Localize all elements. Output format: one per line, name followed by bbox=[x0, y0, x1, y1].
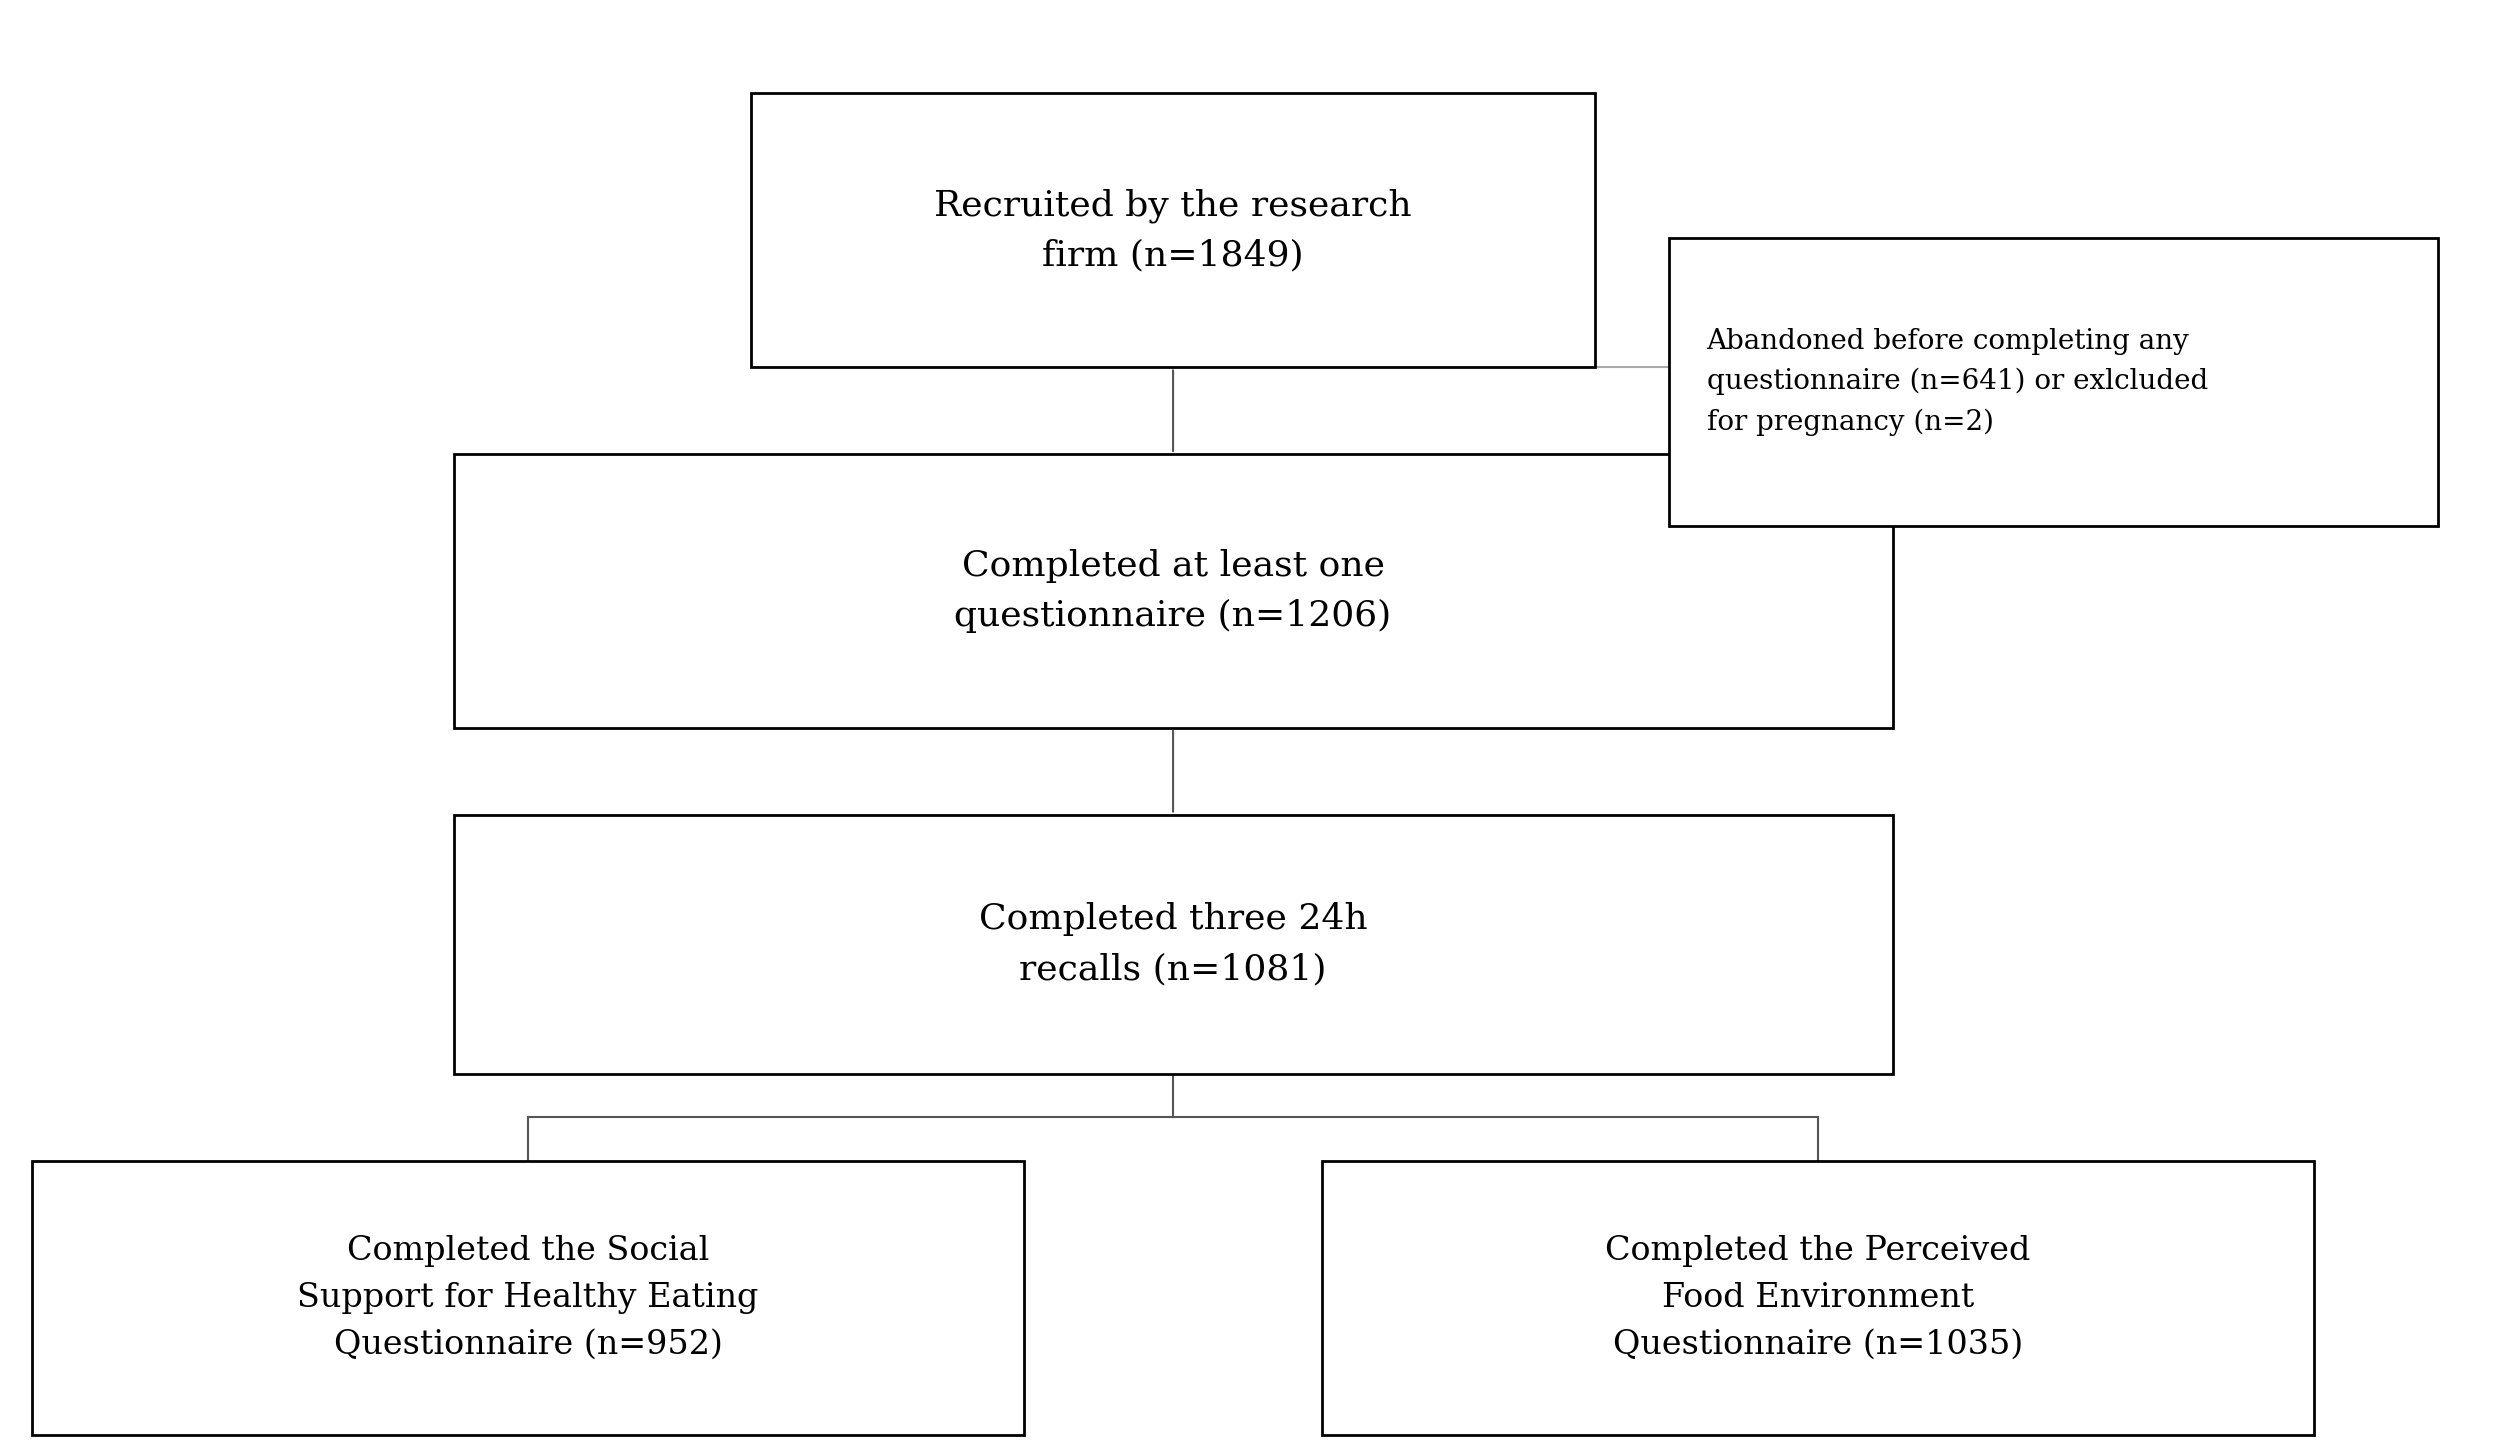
Text: Abandoned before completing any
questionnaire (n=641) or exlcluded
for pregnancy: Abandoned before completing any question… bbox=[1707, 328, 2208, 435]
FancyBboxPatch shape bbox=[751, 93, 1594, 367]
FancyBboxPatch shape bbox=[454, 814, 1894, 1075]
FancyBboxPatch shape bbox=[1669, 237, 2438, 526]
FancyBboxPatch shape bbox=[1322, 1160, 2315, 1434]
Text: Completed the Social
Support for Healthy Eating
Questionnaire (n=952): Completed the Social Support for Healthy… bbox=[297, 1235, 758, 1361]
Text: Completed the Perceived
Food Environment
Questionnaire (n=1035): Completed the Perceived Food Environment… bbox=[1604, 1235, 2031, 1361]
Text: Recruited by the research
firm (n=1849): Recruited by the research firm (n=1849) bbox=[933, 188, 1412, 272]
Text: Completed at least one
questionnaire (n=1206): Completed at least one questionnaire (n=… bbox=[956, 549, 1392, 633]
FancyBboxPatch shape bbox=[32, 1160, 1025, 1434]
Text: Completed three 24h
recalls (n=1081): Completed three 24h recalls (n=1081) bbox=[978, 903, 1367, 986]
FancyBboxPatch shape bbox=[454, 454, 1894, 728]
